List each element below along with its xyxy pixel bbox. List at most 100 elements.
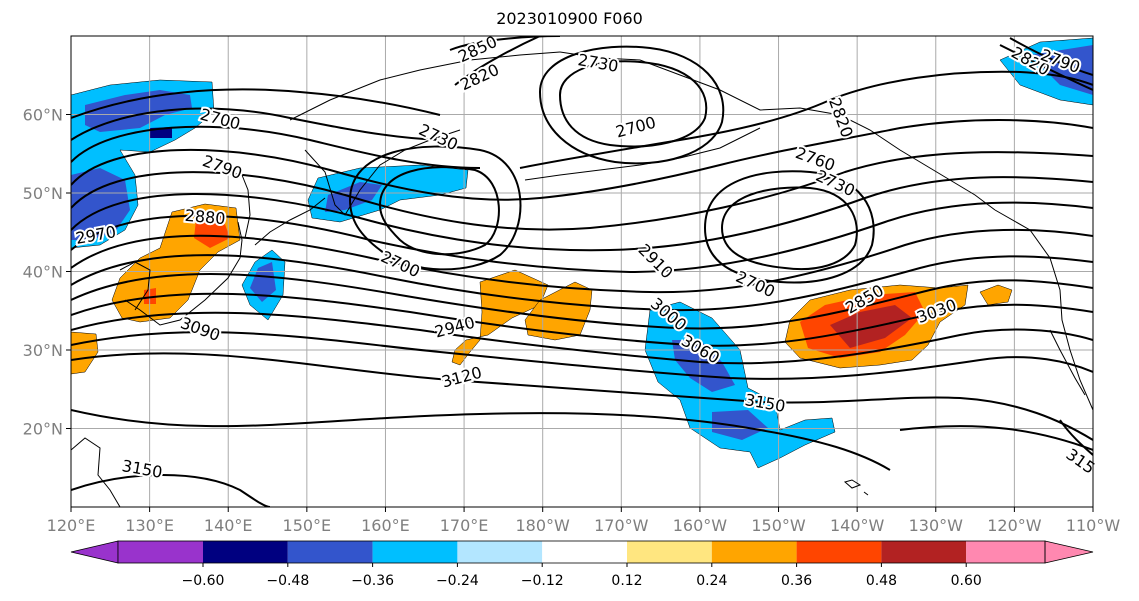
- lat-tick-label: 20°N: [23, 420, 63, 439]
- contour-line: [999, 44, 1093, 91]
- lat-tick-label: 50°N: [23, 184, 63, 203]
- positive-shading-region: [71, 331, 99, 375]
- contour-line: [703, 170, 875, 284]
- lat-tick-label: 40°N: [23, 263, 63, 282]
- contour-line: [71, 119, 1093, 201]
- colorbar-tick-label: 0.36: [781, 573, 812, 589]
- map-title: 2023010900 F060: [496, 9, 643, 28]
- contour-line: [71, 352, 1093, 441]
- colorbar-tick-label: 0.12: [611, 573, 642, 589]
- lat-tick-label: 60°N: [23, 106, 63, 125]
- contour-line: [71, 331, 1093, 380]
- contour-line: [71, 273, 1093, 330]
- contour-line: [71, 88, 441, 119]
- contour-line: [348, 145, 522, 271]
- colorbar-tick-label: 0.24: [696, 573, 727, 589]
- contour-line: [1059, 419, 1093, 456]
- lon-tick-label: 150°W: [751, 516, 806, 535]
- contour-label: 2730: [416, 120, 461, 154]
- longitude-axis: 120°E 130°E 140°E 150°E 160°E 170°E 180°W 170°W…: [47, 507, 1121, 535]
- colorbar-extend-min: [70, 540, 119, 564]
- shaded-field-layer: [71, 37, 1093, 469]
- lon-tick-label: 130°W: [909, 516, 964, 535]
- contour-label: 2730: [576, 50, 619, 76]
- colorbar-segment: [711, 541, 797, 563]
- lon-tick-label: 160°W: [673, 516, 728, 535]
- negative-shading-region: [712, 410, 768, 440]
- coastline-hawaii: [843, 479, 869, 496]
- coastline-japan: [124, 221, 243, 326]
- coastline-aleutians: [524, 127, 761, 181]
- contour-line: [71, 409, 1093, 471]
- contour-line: [720, 186, 858, 271]
- colorbar-segment: [881, 541, 967, 563]
- colorbar-segment: [542, 541, 627, 563]
- contour-line: [71, 311, 1093, 365]
- positive-shading-region: [979, 284, 1013, 306]
- contour-label: 2880: [184, 206, 226, 228]
- lat-tick-label: 30°N: [23, 341, 63, 360]
- coastline-asia: [71, 437, 121, 507]
- contour-line: [1009, 37, 1093, 76]
- colorbar-tick-label: −0.60: [182, 573, 225, 589]
- negative-shading-region: [71, 168, 130, 240]
- contour-label: 2760: [793, 143, 838, 175]
- colorbar-segment: [203, 541, 288, 563]
- lon-tick-label: 170°W: [594, 516, 649, 535]
- colorbar-segment: [627, 541, 712, 563]
- contour-label: 2820: [825, 95, 857, 140]
- contour-line: [378, 166, 500, 256]
- contour-label: 3090: [178, 313, 223, 345]
- lon-tick-label: 140°E: [204, 516, 253, 535]
- colorbar-extend-max: [1044, 540, 1094, 564]
- colorbar-tick-label: −0.36: [351, 573, 394, 589]
- lon-tick-label: 170°E: [440, 516, 489, 535]
- lon-tick-label: 140°W: [830, 516, 885, 535]
- contour-line: [71, 176, 1093, 252]
- contour-label: 2700: [614, 113, 658, 142]
- contour-line: [454, 36, 541, 86]
- lon-tick-label: 120°W: [987, 516, 1042, 535]
- lon-tick-label: 120°E: [47, 516, 96, 535]
- lon-tick-label: 130°E: [125, 516, 174, 535]
- coastline-kuril-arc: [254, 197, 326, 246]
- positive-shading-region: [451, 269, 549, 366]
- lon-tick-label: 180°W: [516, 516, 571, 535]
- colorbar-segment: [796, 541, 882, 563]
- negative-shading-region: [672, 340, 735, 392]
- contour-layer: [71, 36, 1093, 507]
- colorbar-segment: [966, 541, 1045, 563]
- contour-line: [538, 45, 725, 165]
- colorbar-tick-label: −0.12: [521, 573, 564, 589]
- colorbar-tick-label: −0.24: [436, 573, 479, 589]
- colorbar-segment: [457, 541, 543, 563]
- contour-label: 2700: [733, 267, 778, 301]
- positive-shading-region: [194, 216, 230, 248]
- contour-label: 2790: [200, 151, 245, 183]
- latitude-axis: 60°N 50°N 40°N 30°N 20°N: [23, 106, 71, 439]
- contour-line: [71, 107, 441, 141]
- colorbar-tick-label: 0.48: [866, 573, 897, 589]
- colorbar-tick-label: 0.60: [951, 573, 982, 589]
- contour-line: [71, 201, 1093, 274]
- coastline-siberia: [289, 51, 561, 121]
- contour-line: [71, 228, 1093, 294]
- colorbar-segment: [372, 541, 458, 563]
- lon-tick-label: 150°E: [283, 516, 332, 535]
- contour-line: [71, 254, 1093, 312]
- colorbar-segment: [287, 541, 373, 563]
- lon-tick-label: 160°E: [361, 516, 410, 535]
- colorbar-outline: [117, 540, 1046, 564]
- contour-label: 3120: [440, 363, 484, 392]
- coastline-korea: [119, 261, 151, 311]
- contour-line: [71, 292, 1093, 347]
- lon-tick-label: 110°W: [1066, 516, 1121, 535]
- coastline-na-west: [994, 209, 1093, 411]
- contour-line: [71, 151, 1093, 231]
- contour-line: [558, 60, 708, 148]
- colorbar: −0.60 −0.48 −0.36 −0.24 −0.12 0.12 0.24 0.36 0.4…: [70, 540, 1094, 589]
- coastline-sakhalin: [239, 169, 251, 239]
- colorbar-tick-label: −0.48: [266, 573, 309, 589]
- gridlines: [70, 36, 1094, 507]
